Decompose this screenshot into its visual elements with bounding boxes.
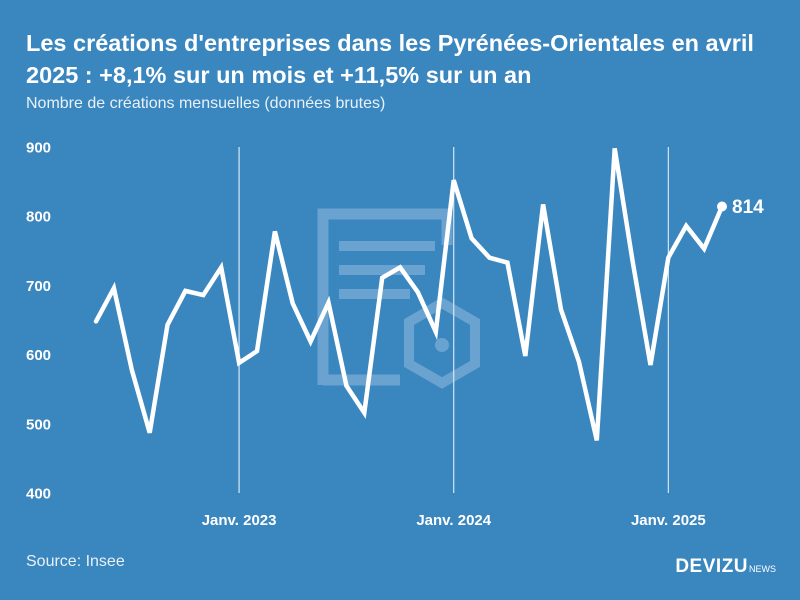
end-point xyxy=(717,201,727,212)
y-tick-label: 500 xyxy=(26,416,51,433)
chart-title: Les créations d'entreprises dans les Pyr… xyxy=(26,30,754,88)
end-value-label: 814 xyxy=(732,197,764,218)
watermark-logo xyxy=(317,208,480,389)
source-note: Source: Insee xyxy=(26,553,125,570)
y-tick-label: 800 xyxy=(26,209,51,226)
y-axis: 400 500 600 700 800 900 xyxy=(26,140,51,503)
x-axis: Janv. 2023 Janv. 2024 Janv. 2025 xyxy=(202,147,706,529)
x-tick-label: Janv. 2025 xyxy=(631,512,706,529)
watermark-hexagon xyxy=(404,297,480,389)
y-tick-label: 900 xyxy=(26,140,51,157)
y-tick-label: 600 xyxy=(26,347,51,364)
series-group: 814 xyxy=(93,148,764,441)
x-tick-label: Janv. 2023 xyxy=(202,512,277,529)
logo-main: DEVIZU xyxy=(675,556,748,577)
brand-logo: DEVIZUNEWS xyxy=(675,556,776,578)
logo-sub: NEWS xyxy=(749,564,776,574)
y-tick-label: 400 xyxy=(26,486,51,503)
x-tick-label: Janv. 2024 xyxy=(416,512,491,529)
watermark-dot xyxy=(435,338,449,352)
chart-subtitle: Nombre de créations mensuelles (données … xyxy=(26,95,386,112)
y-tick-label: 700 xyxy=(26,278,51,295)
series-line xyxy=(93,148,725,441)
